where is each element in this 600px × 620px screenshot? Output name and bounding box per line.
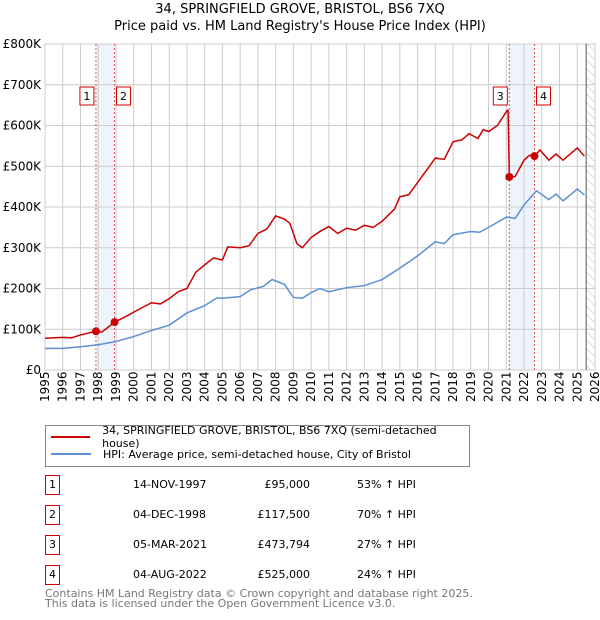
hpi-line bbox=[45, 188, 585, 350]
legend-item-hpi: HPI: Average price, semi-detached house,… bbox=[51, 446, 411, 462]
x-tick-label: 2004 bbox=[198, 371, 212, 402]
chart-subtitle: Price paid vs. HM Land Registry's House … bbox=[114, 19, 486, 34]
sale-price: £525,000 bbox=[257, 568, 311, 581]
sale-price: £95,000 bbox=[264, 478, 311, 491]
price-chart: 1995 1996 1997 1998 1999 2000 2001 2002 2003 2004… bbox=[3, 37, 600, 402]
x-tick-label: 2018 bbox=[446, 371, 460, 402]
sale-number-badge: 4 bbox=[45, 565, 60, 585]
sale-label-box bbox=[536, 86, 551, 106]
x-tick-label: 2022 bbox=[517, 371, 531, 402]
x-tick-label: 2017 bbox=[428, 371, 442, 402]
x-tick-label: 2024 bbox=[553, 371, 567, 402]
x-tick-label: 2016 bbox=[411, 371, 425, 402]
plot-border bbox=[44, 43, 596, 371]
sale-date: 05-MAR-2021 bbox=[133, 538, 208, 551]
sale-price: £473,794 bbox=[257, 538, 311, 551]
sale-point bbox=[110, 318, 119, 327]
y-tick-label: £0 bbox=[26, 363, 41, 377]
sale-date: 04-AUG-2022 bbox=[133, 568, 207, 581]
legend-item-property: 34, SPRINGFIELD GROVE, BRISTOL, BS6 7XQ … bbox=[51, 424, 469, 450]
sale-label: 1 bbox=[83, 90, 90, 103]
sale-hpi-change: 27% ↑ HPI bbox=[357, 538, 416, 551]
sale-label-box bbox=[79, 86, 95, 106]
x-tick-label: 1996 bbox=[56, 371, 70, 402]
sale-label: 2 bbox=[120, 90, 127, 103]
x-tick-label: 2013 bbox=[357, 371, 371, 402]
x-tick-label: 2023 bbox=[535, 371, 549, 402]
sale-date: 04-DEC-1998 bbox=[133, 508, 207, 521]
x-tick-label: 2000 bbox=[127, 371, 141, 402]
legend-swatch bbox=[51, 436, 91, 438]
sale-number-badge: 3 bbox=[45, 535, 60, 555]
legend: 34, SPRINGFIELD GROVE, BRISTOL, BS6 7XQ … bbox=[45, 424, 470, 467]
x-tick-label: 2005 bbox=[215, 371, 229, 402]
footer-licence: This data is licensed under the Open Gov… bbox=[45, 597, 396, 610]
y-tick-label: £300K bbox=[3, 241, 43, 255]
table-row: 2 04-DEC-1998 £117,500 70% ↑ HPI bbox=[45, 505, 465, 525]
y-tick-label: £800K bbox=[3, 37, 43, 51]
footer: Contains HM Land Registry data © Crown c… bbox=[45, 587, 473, 610]
sale-number-badge: 1 bbox=[45, 475, 60, 495]
x-tick-label: 1995 bbox=[38, 371, 52, 402]
y-tick-label: £700K bbox=[3, 78, 43, 92]
x-tick-label: 2014 bbox=[375, 371, 389, 402]
sale-hpi-change: 24% ↑ HPI bbox=[357, 568, 416, 581]
table-row: 3 05-MAR-2021 £473,794 27% ↑ HPI bbox=[45, 535, 465, 555]
x-tick-label: 2009 bbox=[286, 371, 300, 402]
sale-hpi-change: 53% ↑ HPI bbox=[357, 478, 416, 491]
legend-label: 34, SPRINGFIELD GROVE, BRISTOL, BS6 7XQ … bbox=[102, 424, 437, 450]
x-tick-label: 2020 bbox=[482, 371, 496, 402]
sale-point bbox=[505, 172, 514, 181]
x-tick-label: 2011 bbox=[322, 371, 336, 402]
sale-label-box bbox=[116, 86, 132, 106]
y-tick-label: £400K bbox=[3, 200, 43, 214]
sale-label-box bbox=[492, 86, 508, 106]
x-tick-label: 2021 bbox=[499, 371, 513, 402]
y-tick-label: £200K bbox=[3, 282, 43, 296]
x-tick-label: 2026 bbox=[588, 371, 600, 402]
y-tick-label: £600K bbox=[3, 119, 43, 133]
sale-point bbox=[91, 327, 100, 336]
sale-label: 3 bbox=[497, 90, 504, 103]
table-row: 1 14-NOV-1997 £95,000 53% ↑ HPI bbox=[45, 475, 465, 495]
property-price-line bbox=[44, 109, 585, 339]
sale-point bbox=[530, 152, 539, 161]
sale-hpi-change: 70% ↑ HPI bbox=[357, 508, 416, 521]
x-tick-label: 2007 bbox=[251, 371, 265, 402]
legend-swatch bbox=[51, 453, 91, 455]
x-tick-label: 2010 bbox=[304, 371, 318, 402]
x-tick-label: 2003 bbox=[180, 371, 194, 402]
sale-number-badge: 2 bbox=[45, 505, 60, 525]
chart-title: 34, SPRINGFIELD GROVE, BRISTOL, BS6 7XQ bbox=[155, 2, 445, 17]
sale-date: 14-NOV-1997 bbox=[133, 478, 207, 491]
x-tick-label: 2019 bbox=[464, 371, 478, 402]
x-tick-label: 2015 bbox=[393, 371, 407, 402]
x-tick-label: 1997 bbox=[73, 371, 87, 402]
y-tick-label: £100K bbox=[3, 322, 43, 336]
sale-label: 4 bbox=[540, 90, 547, 103]
footer-copyright: Contains HM Land Registry data © Crown c… bbox=[45, 587, 473, 600]
y-tick-label: £500K bbox=[3, 159, 43, 173]
x-tick-label: 2006 bbox=[233, 371, 247, 402]
x-tick-label: 1998 bbox=[91, 371, 105, 402]
x-tick-label: 2008 bbox=[269, 371, 283, 402]
x-tick-label: 2025 bbox=[570, 371, 584, 402]
x-tick-label: 2001 bbox=[144, 371, 158, 402]
x-tick-label: 2012 bbox=[340, 371, 354, 402]
table-row: 4 04-AUG-2022 £525,000 24% ↑ HPI bbox=[45, 565, 465, 585]
x-tick-label: 2002 bbox=[162, 371, 176, 402]
sale-price: £117,500 bbox=[257, 508, 311, 521]
x-tick-label: 1999 bbox=[109, 371, 123, 402]
legend-label: HPI: Average price, semi-detached house,… bbox=[103, 447, 411, 461]
